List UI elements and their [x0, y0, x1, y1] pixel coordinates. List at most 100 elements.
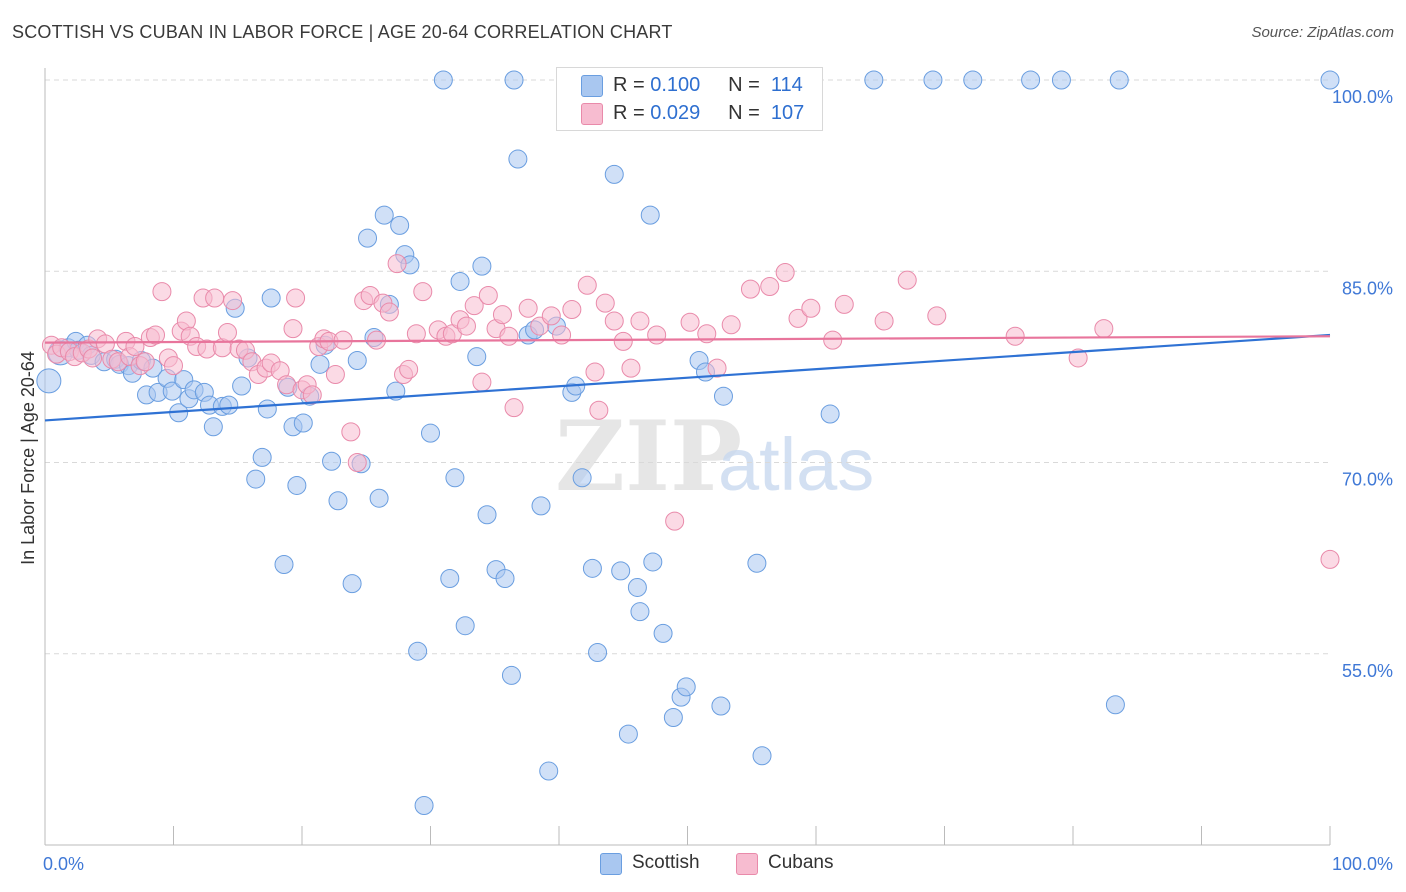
data-point-cubans: [665, 511, 685, 531]
data-point-scottish: [414, 795, 434, 815]
data-point-cubans: [217, 322, 237, 342]
correlation-legend: R = 0.100 N = 114 R = 0.029 N = 107: [556, 67, 823, 131]
data-point-cubans: [146, 325, 166, 345]
data-point-scottish: [582, 558, 602, 578]
data-point-scottish: [604, 164, 624, 184]
data-point-scottish: [450, 271, 470, 291]
data-point-scottish: [752, 746, 772, 766]
data-point-cubans: [552, 325, 572, 345]
data-point-cubans: [577, 275, 597, 295]
data-point-scottish: [252, 447, 272, 467]
data-point-scottish: [504, 70, 524, 90]
data-point-cubans: [927, 306, 947, 326]
data-point-cubans: [834, 294, 854, 314]
data-point-cubans: [379, 302, 399, 322]
legend-label-scottish: Scottish: [632, 852, 700, 873]
data-point-cubans: [541, 306, 561, 326]
data-point-scottish: [495, 569, 515, 589]
data-point-scottish: [713, 386, 733, 406]
data-point-cubans: [413, 282, 433, 302]
data-point-scottish: [369, 488, 389, 508]
data-point-scottish: [408, 641, 428, 661]
series-cubans-points: [41, 254, 1340, 569]
data-point-scottish: [711, 696, 731, 716]
data-point-cubans: [823, 330, 843, 350]
data-point-cubans: [464, 296, 484, 316]
data-point-scottish: [293, 413, 313, 433]
data-point-scottish: [342, 574, 362, 594]
scottish-swatch: [600, 853, 622, 875]
data-point-cubans: [83, 348, 103, 368]
trend-line-scottish: [44, 333, 1331, 422]
data-point-cubans: [721, 315, 741, 335]
data-point-scottish: [261, 288, 281, 308]
data-point-cubans: [164, 356, 183, 376]
data-point-scottish: [1105, 695, 1125, 715]
data-point-scottish: [421, 423, 440, 443]
data-point-cubans: [613, 331, 633, 351]
data-point-cubans: [740, 279, 760, 299]
data-point-scottish: [310, 354, 330, 374]
data-point-scottish: [663, 708, 683, 727]
trend-line-cubans: [44, 335, 1331, 344]
data-point-cubans: [387, 254, 407, 274]
data-point-cubans: [1094, 319, 1114, 339]
data-point-scottish: [287, 475, 307, 495]
cubans-swatch: [736, 853, 758, 875]
data-point-scottish: [1109, 70, 1129, 90]
data-point-cubans: [504, 398, 524, 418]
data-point-cubans: [897, 270, 917, 290]
data-point-cubans: [223, 291, 243, 311]
data-point-cubans: [775, 263, 795, 283]
data-point-scottish: [246, 469, 266, 489]
r-value: 0.100: [650, 74, 701, 96]
data-point-cubans: [1068, 348, 1088, 368]
n-value: 114: [770, 74, 803, 96]
r-label: R =: [613, 102, 645, 124]
data-point-cubans: [518, 298, 538, 318]
data-point-cubans: [680, 312, 700, 332]
data-point-scottish: [643, 552, 663, 572]
data-point-cubans: [399, 359, 419, 379]
cubans-swatch: [581, 103, 603, 125]
data-point-scottish: [162, 381, 182, 401]
data-point-scottish: [501, 665, 521, 685]
data-point-cubans: [604, 311, 624, 331]
data-point-cubans: [325, 365, 345, 385]
data-point-scottish: [232, 376, 252, 396]
data-point-scottish: [347, 351, 367, 370]
source-credit: Source: ZipAtlas.com: [1251, 24, 1394, 41]
data-point-scottish: [386, 381, 406, 401]
data-point-cubans: [492, 305, 512, 325]
data-point-cubans: [286, 288, 306, 308]
data-point-cubans: [347, 453, 367, 472]
data-point-scottish: [588, 642, 608, 662]
data-point-cubans: [562, 300, 582, 319]
data-point-cubans: [456, 316, 476, 336]
data-point-scottish: [440, 569, 460, 589]
data-point-cubans: [589, 400, 609, 420]
data-point-cubans: [760, 277, 780, 297]
data-point-cubans: [205, 288, 225, 308]
r-value: 0.029: [650, 102, 701, 124]
data-point-cubans: [1005, 326, 1025, 346]
data-point-scottish: [676, 677, 696, 697]
data-point-scottish: [1051, 70, 1071, 90]
data-point-scottish: [36, 368, 62, 394]
data-point-cubans: [595, 293, 615, 313]
legend-label-cubans: Cubans: [768, 852, 834, 873]
data-point-scottish: [923, 70, 943, 90]
data-point-cubans: [499, 326, 519, 346]
data-point-cubans: [647, 325, 667, 345]
n-value: 107: [770, 102, 805, 124]
y-tick-label: 70.0%: [1342, 470, 1393, 490]
n-label: N =: [728, 74, 760, 96]
data-point-scottish: [390, 215, 410, 235]
watermark-zip: ZIP: [555, 400, 742, 513]
data-point-cubans: [341, 422, 361, 442]
data-point-scottish: [747, 553, 767, 573]
data-point-scottish: [963, 70, 983, 90]
scottish-swatch: [581, 75, 603, 97]
data-point-cubans: [283, 319, 303, 339]
